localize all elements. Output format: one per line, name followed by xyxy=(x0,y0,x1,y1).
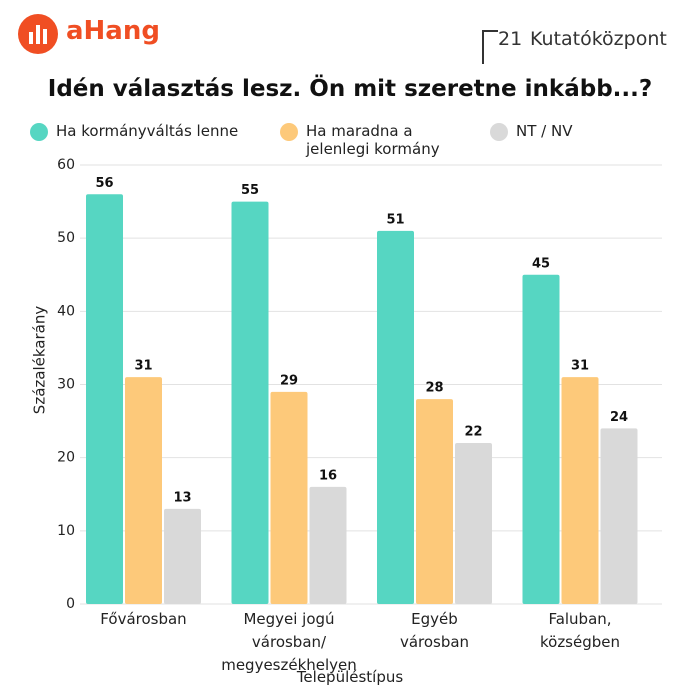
y-tick-label: 20 xyxy=(57,450,75,466)
legend-swatch xyxy=(490,123,508,141)
y-tick-label: 50 xyxy=(57,230,75,246)
bar xyxy=(416,399,453,604)
legend-label: Ha maradna a jelenlegi kormány xyxy=(306,122,440,158)
partner-number: 21 xyxy=(498,28,523,50)
brand-icon-bars xyxy=(29,25,47,44)
bar xyxy=(561,377,599,604)
bar xyxy=(455,443,492,604)
legend-swatch xyxy=(30,123,48,141)
data-label: 28 xyxy=(425,381,443,396)
data-label: 45 xyxy=(532,256,550,271)
data-label: 29 xyxy=(280,373,298,388)
data-label: 31 xyxy=(571,359,589,374)
bar xyxy=(600,428,638,604)
bar xyxy=(125,377,162,604)
y-tick-label: 10 xyxy=(57,523,75,539)
x-tick-label: Fővárosban xyxy=(100,610,187,628)
brand-icon xyxy=(18,14,58,54)
data-label: 55 xyxy=(241,183,259,198)
x-tick-label: Egyéb városban xyxy=(399,610,470,651)
legend-label: NT / NV xyxy=(516,122,573,140)
data-label: 56 xyxy=(95,176,113,191)
bar xyxy=(309,486,347,604)
chart-title: Idén választás lesz. Ön mit szeretne ink… xyxy=(47,76,653,102)
legend-item: NT / NV xyxy=(490,122,610,158)
legend: Ha kormányváltás lenne Ha maradna a jelen… xyxy=(30,122,610,158)
y-axis-label: Százalékarány xyxy=(31,306,49,415)
bar xyxy=(231,201,269,605)
brand-name: aHang xyxy=(66,16,160,46)
x-tick-label: Faluban, községben xyxy=(539,610,621,651)
legend-item: Ha maradna a jelenlegi kormány xyxy=(280,122,480,158)
y-tick-label: 0 xyxy=(66,596,75,612)
y-tick-label: 40 xyxy=(57,303,75,319)
data-label: 31 xyxy=(134,359,152,374)
data-label: 16 xyxy=(319,468,337,483)
bar xyxy=(522,274,560,604)
partner-bracket xyxy=(482,30,498,64)
y-tick-label: 60 xyxy=(57,157,75,173)
x-tick-label: Megyei jogú városban/ megyeszékhelyen xyxy=(221,610,357,674)
data-label: 24 xyxy=(610,410,628,425)
bar xyxy=(270,391,308,604)
legend-swatch xyxy=(280,123,298,141)
partner-name: Kutatóközpont xyxy=(530,28,667,50)
legend-label: Ha kormányváltás lenne xyxy=(56,122,239,140)
x-axis-label: Településtípus xyxy=(296,668,404,686)
bar xyxy=(377,230,414,604)
data-label: 22 xyxy=(464,425,482,440)
bar xyxy=(164,508,201,604)
y-tick-label: 30 xyxy=(57,377,75,393)
legend-item: Ha kormányváltás lenne xyxy=(30,122,270,158)
bar xyxy=(86,194,123,604)
data-label: 13 xyxy=(173,490,191,505)
data-label: 51 xyxy=(386,212,404,227)
